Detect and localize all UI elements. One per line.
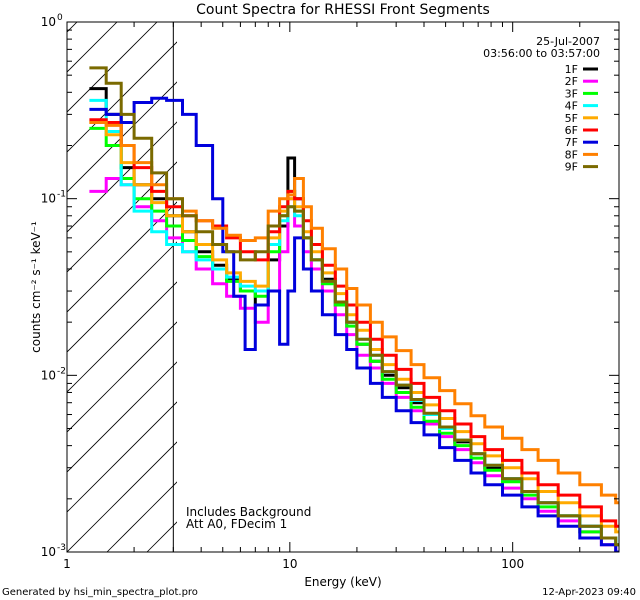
y-tick-label: 10 <box>41 192 56 206</box>
legend-label-8F: 8F <box>565 148 578 161</box>
x-tick-label: 100 <box>501 557 524 571</box>
series-9F <box>89 66 619 547</box>
legend-label-2F: 2F <box>565 75 578 88</box>
y-tick-label: 10 <box>41 545 56 559</box>
legend-label-3F: 3F <box>565 87 578 100</box>
footer-generated-by: Generated by hsi_min_spectra_plot.pro <box>2 587 198 598</box>
annotation-background: Includes Background <box>186 505 311 519</box>
legend-label-6F: 6F <box>565 124 578 137</box>
x-tick-label: 10 <box>282 557 297 571</box>
hatched-region <box>67 22 177 552</box>
footer-timestamp: 12-Apr-2023 09:40 <box>542 587 636 598</box>
x-axis-label: Energy (keV) <box>304 575 381 589</box>
y-tick-label: 10 <box>41 368 56 382</box>
y-tick-exponent: 0 <box>57 13 63 23</box>
y-tick-label: 10 <box>41 15 56 29</box>
legend-label-5F: 5F <box>565 112 578 125</box>
y-tick-exponent: -1 <box>57 190 66 200</box>
legend-label-9F: 9F <box>565 161 578 174</box>
y-axis-label: counts cm⁻² s⁻¹ keV⁻¹ <box>29 221 43 353</box>
legend-label-1F: 1F <box>565 63 578 76</box>
x-tick-label: 1 <box>63 557 71 571</box>
series-8F <box>89 121 619 505</box>
series-7F <box>89 96 619 552</box>
legend-label-4F: 4F <box>565 100 578 113</box>
plot-frame <box>66 21 620 553</box>
annotation-attenuator: Att A0, FDecim 1 <box>186 517 287 531</box>
time-range-label: 03:56:00 to 03:57:00 <box>483 47 600 60</box>
date-label: 25-Jul-2007 <box>536 35 600 48</box>
y-tick-exponent: -2 <box>57 366 66 376</box>
chart-title: Count Spectra for RHESSI Front Segments <box>196 2 490 18</box>
spectra-series <box>89 66 619 552</box>
legend-label-7F: 7F <box>565 136 578 149</box>
y-tick-exponent: -3 <box>57 543 66 553</box>
